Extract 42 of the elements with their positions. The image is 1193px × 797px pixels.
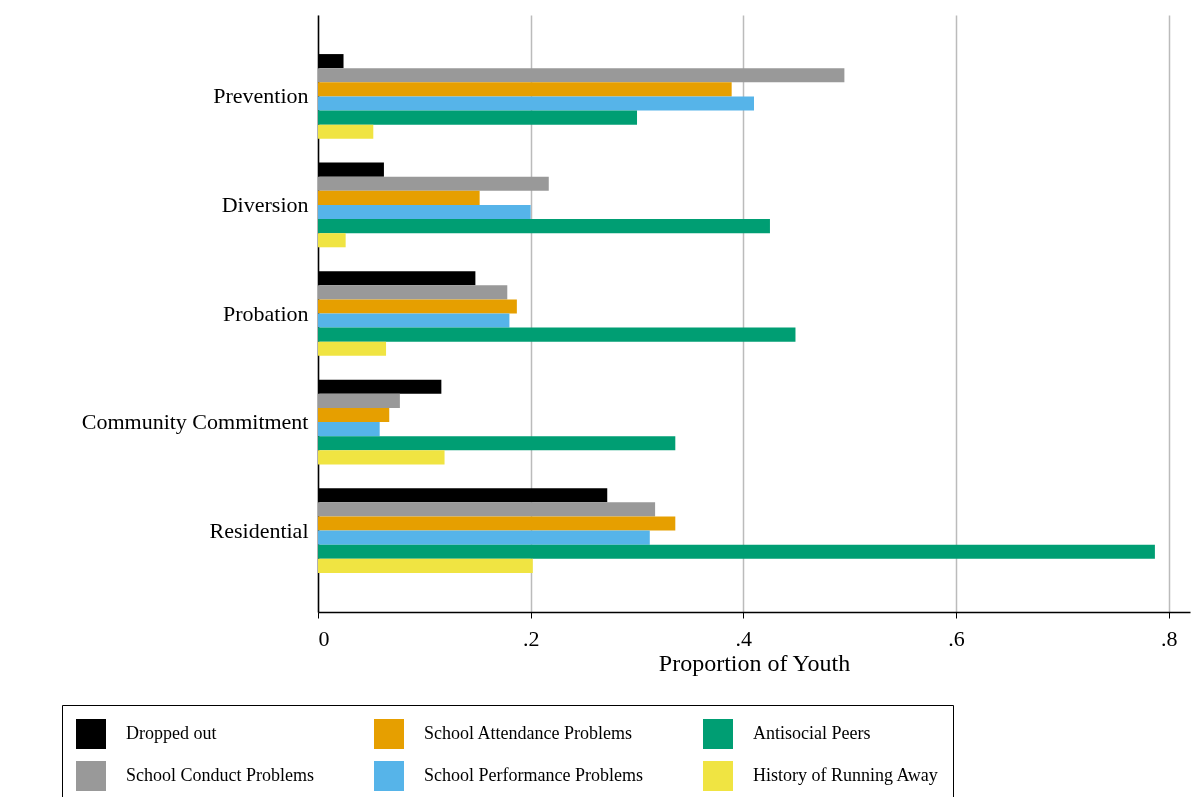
- bar: [318, 516, 676, 531]
- x-tick-label: .6: [948, 625, 965, 651]
- bar: [318, 393, 400, 408]
- bar: [318, 450, 445, 465]
- x-tick-label: 0: [318, 625, 330, 651]
- bar: [318, 233, 346, 248]
- bar: [318, 285, 508, 300]
- x-axis-title: Proportion of Youth: [658, 649, 851, 676]
- bar: [318, 176, 549, 191]
- bar: [318, 502, 656, 517]
- bar: [318, 341, 387, 356]
- legend-label: History of Running Away: [753, 765, 938, 785]
- bar: [318, 204, 531, 220]
- bar: [318, 313, 510, 328]
- bar: [318, 327, 796, 342]
- bar: [318, 124, 374, 139]
- legend-label: Dropped out: [126, 723, 217, 743]
- legend-label: Antisocial Peers: [753, 723, 871, 743]
- bar: [318, 68, 845, 83]
- bar: [318, 96, 754, 111]
- bar: [318, 219, 770, 234]
- bar: [318, 190, 480, 205]
- legend-label: School Performance Problems: [424, 765, 643, 785]
- bar: [318, 422, 380, 437]
- bar: [318, 544, 1155, 559]
- bar: [318, 407, 390, 423]
- y-tick-label: Probation: [222, 300, 309, 326]
- bar: [318, 110, 638, 125]
- legend-label: School Conduct Problems: [126, 765, 314, 785]
- bar: [318, 299, 517, 314]
- y-tick-label: Residential: [209, 517, 309, 543]
- bar: [318, 558, 533, 573]
- x-tick-label: .4: [735, 625, 753, 651]
- bar: [318, 436, 676, 451]
- x-tick-label: .2: [522, 625, 540, 651]
- y-tick-label: Prevention: [213, 83, 309, 109]
- legend-label: School Attendance Problems: [424, 723, 632, 743]
- bar: [318, 530, 650, 545]
- bar: [318, 82, 732, 97]
- y-tick-label: Community Commitment: [81, 409, 309, 435]
- y-tick-label: Diversion: [221, 191, 309, 217]
- x-tick-label: .8: [1160, 625, 1178, 651]
